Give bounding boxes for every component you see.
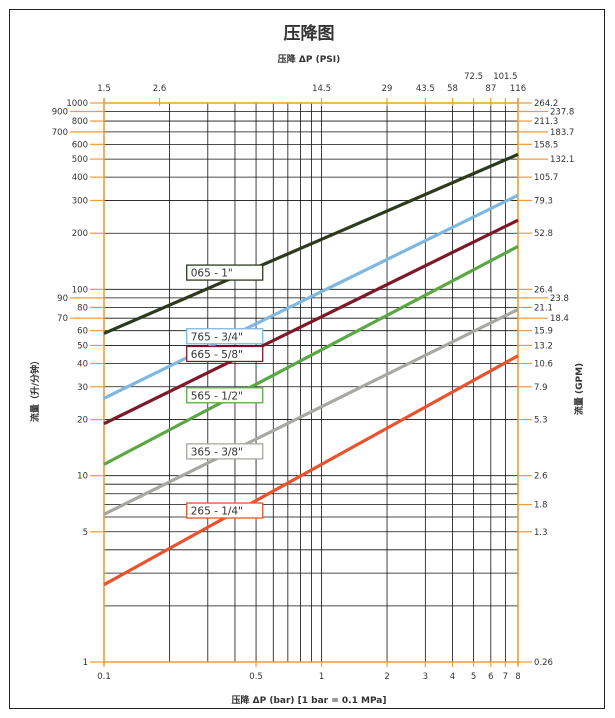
left-tick-label: 60 [77,327,88,337]
series-label-box [186,264,264,281]
x-tick-label: 2 [384,672,389,682]
top-tick-label: 72.5 [464,72,483,82]
right-tick-label: 0.26 [534,658,553,668]
left-tick-label: 20 [77,416,88,426]
series-line [103,308,519,516]
left-tick-label: 1000 [66,99,88,109]
x-tick-label: 3 [423,672,428,682]
chart-frame [9,9,605,709]
top-tick-label: 87 [485,84,496,94]
top-tick-label: 2.6 [153,84,167,94]
x-tick-label: 5 [471,672,476,682]
left-axis-label: 流量（升/分钟） [29,356,41,422]
top-tick-label: 101.5 [493,72,517,82]
series-label: 765 - 3/4" [191,331,243,343]
right-tick-label: 10.6 [534,359,553,369]
right-tick-label: 105.7 [534,173,558,183]
top-tick-label: 116 [510,84,526,94]
x-tick-label: 8 [515,672,520,682]
top-tick-label: 14.5 [312,84,331,94]
right-tick-label: 183.7 [550,128,574,138]
right-tick-label: 1.3 [534,528,548,538]
right-tick-label: 264.2 [534,99,558,109]
right-tick-label: 237.8 [550,108,574,118]
right-tick-label: 13.2 [534,341,553,351]
top-tick-label: 29 [382,84,393,94]
x-tick-label: 0.5 [249,672,263,682]
left-tick-label: 600 [72,140,88,150]
series-line [103,244,519,466]
left-tick-label: 300 [72,196,88,206]
left-tick-label: 30 [77,383,88,393]
left-tick-label: 5 [83,528,88,538]
right-tick-label: 18.4 [550,314,569,324]
left-tick-label: 40 [77,359,88,369]
right-axis-label: 流量 (GPM) [573,363,585,415]
right-tick-label: 1.8 [534,501,548,511]
left-tick-label: 80 [77,303,88,313]
left-tick-label: 800 [72,117,88,127]
series-label-box [186,328,264,345]
right-tick-label: 79.3 [534,196,553,206]
series-label: 265 - 1/4" [191,506,243,518]
right-tick-label: 26.4 [534,285,553,295]
top-axis-label: 压降 ΔP (PSI) [278,53,340,65]
left-tick-label: 200 [72,229,88,239]
left-tick-label: 1 [83,658,88,668]
left-tick-label: 50 [77,341,88,351]
series-line [103,152,519,335]
right-tick-label: 211.3 [534,117,558,127]
left-tick-label: 90 [57,294,68,304]
right-tick-label: 52.8 [534,229,553,239]
left-tick-label: 400 [72,173,88,183]
series-label: 365 - 3/8" [191,446,243,458]
left-tick-label: 100 [72,285,88,295]
left-tick-label: 70 [57,314,68,324]
series-label-box [186,345,264,363]
x-tick-label: 4 [450,672,455,682]
right-tick-label: 5.3 [534,416,548,426]
x-tick-label: 6 [488,672,493,682]
right-tick-label: 15.9 [534,327,553,337]
right-tick-label: 23.8 [550,294,569,304]
top-tick-label: 58 [447,84,458,94]
plot-area: 0.1 0.5 1 2 3 4 5 6 7 81.5 2.6 14.5 29 43.5 5872.58710… [52,72,575,682]
series-line [103,193,519,400]
series-label: 665 - 5/8" [191,349,243,361]
left-tick-label: 900 [52,108,68,118]
top-tick-label: 1.5 [97,84,111,94]
series-label-box [186,443,264,460]
right-tick-label: 21.1 [534,303,553,313]
series-line [103,218,519,426]
right-tick-label: 132.1 [550,155,574,165]
right-tick-label: 158.5 [534,140,558,150]
left-tick-label: 10 [77,472,88,482]
series-label-box [186,387,264,404]
chart-title: 压降图 [284,23,335,44]
x-tick-label: 7 [503,672,508,682]
series-line [103,354,519,587]
left-tick-label: 700 [52,128,68,138]
x-tick-label: 1 [319,672,324,682]
right-tick-label: 2.6 [534,472,548,482]
x-axis-label: 压降 ΔP (bar) [1 bar = 0.1 MPa] [232,694,387,706]
series-label: 065 - 1" [191,268,233,280]
top-tick-label: 43.5 [416,84,435,94]
x-tick-label: 0.1 [97,672,111,682]
right-tick-label: 7.9 [534,383,548,393]
series-label: 565 - 1/2" [191,390,243,402]
series-label-box [186,502,264,519]
left-tick-label: 500 [72,155,88,165]
